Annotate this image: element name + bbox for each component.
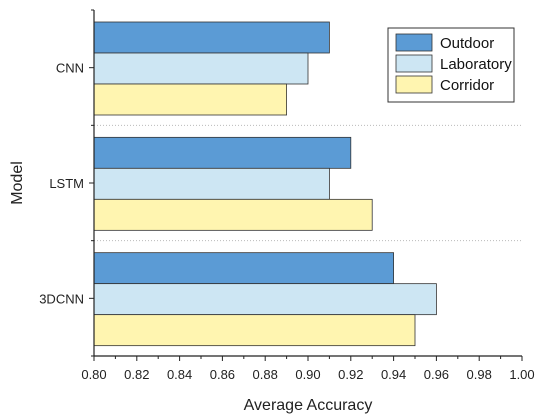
- bar-cnn-outdoor: [93, 21, 330, 54]
- group-separators: [94, 124, 522, 242]
- x-axis-title: Average Accuracy: [244, 397, 373, 414]
- x-tick-label: 1.00: [509, 367, 534, 382]
- legend: Outdoor Laboratory Corridor: [387, 27, 515, 103]
- legend-label-laboratory: Laboratory: [440, 56, 512, 73]
- bar-lstm-corridor: [93, 198, 373, 231]
- legend-swatch-laboratory: [395, 54, 433, 73]
- y-tick-label: LSTM: [49, 176, 84, 191]
- legend-label-corridor: Corridor: [440, 77, 494, 94]
- y-ticks: CNN LSTM 3DCNN: [39, 9, 94, 357]
- x-tick-label: 0.90: [295, 367, 320, 382]
- x-tick-label: 0.86: [210, 367, 235, 382]
- y-tick-label: CNN: [56, 61, 84, 76]
- bar-cnn-corridor: [93, 83, 288, 116]
- legend-label-outdoor: Outdoor: [440, 35, 494, 52]
- legend-swatch-outdoor: [395, 33, 433, 52]
- bar-lstm-laboratory: [93, 167, 330, 200]
- x-tick-label: 0.92: [338, 367, 363, 382]
- x-tick-label: 0.82: [124, 367, 149, 382]
- x-tick-label: 0.80: [81, 367, 106, 382]
- x-ticks: 0.80 0.82 0.84 0.86 0.88 0.90 0.92 0.94 0.96 0.98…: [81, 356, 535, 382]
- bars-layer: [93, 21, 437, 347]
- y-tick-label: 3DCNN: [39, 291, 84, 306]
- x-tick-label: 0.84: [167, 367, 192, 382]
- y-axis-title: Model: [9, 161, 26, 205]
- bar-3dcnn-corridor: [93, 314, 416, 347]
- legend-swatch-corridor: [395, 75, 433, 94]
- x-tick-label: 0.88: [253, 367, 278, 382]
- x-tick-label: 0.96: [424, 367, 449, 382]
- x-tick-label: 0.94: [381, 367, 406, 382]
- bar-3dcnn-laboratory: [93, 283, 437, 316]
- x-tick-label: 0.98: [467, 367, 492, 382]
- bar-lstm-outdoor: [93, 136, 352, 169]
- bar-3dcnn-outdoor: [93, 252, 395, 285]
- bar-cnn-laboratory: [93, 52, 309, 85]
